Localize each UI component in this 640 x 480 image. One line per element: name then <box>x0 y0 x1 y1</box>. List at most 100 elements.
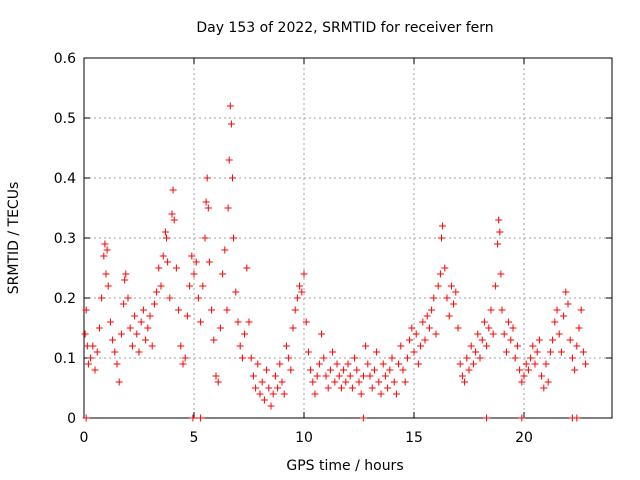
data-point <box>417 342 425 350</box>
data-point <box>443 294 451 302</box>
data-point <box>366 372 374 380</box>
data-point <box>126 324 134 332</box>
data-point <box>302 318 310 326</box>
data-point <box>144 324 152 332</box>
data-point <box>329 348 337 356</box>
data-point <box>384 384 392 392</box>
data-point <box>351 354 359 362</box>
data-point <box>289 324 297 332</box>
data-point <box>205 258 213 266</box>
data-point <box>467 342 475 350</box>
data-point <box>91 366 99 374</box>
data-point <box>474 330 482 338</box>
data-point <box>577 306 585 314</box>
data-point <box>216 324 224 332</box>
data-point <box>357 390 365 398</box>
data-point <box>487 306 495 314</box>
data-point <box>194 294 202 302</box>
data-point <box>386 366 394 374</box>
data-point <box>423 312 431 320</box>
data-point <box>562 288 570 296</box>
data-point <box>463 354 471 362</box>
data-point <box>84 360 92 368</box>
data-point <box>245 318 253 326</box>
data-point <box>159 252 167 260</box>
data-point <box>491 282 499 290</box>
data-point <box>480 318 488 326</box>
data-point <box>582 360 590 368</box>
data-point <box>320 354 328 362</box>
data-point <box>419 318 427 326</box>
data-point <box>203 174 211 182</box>
data-point <box>258 378 266 386</box>
data-point <box>120 300 128 308</box>
data-point <box>342 378 350 386</box>
data-point <box>291 306 299 314</box>
data-point <box>101 240 109 248</box>
data-point <box>285 354 293 362</box>
data-point <box>121 276 129 284</box>
data-points <box>81 102 590 410</box>
data-point <box>568 354 576 362</box>
data-point <box>553 306 561 314</box>
data-point <box>395 360 403 368</box>
data-point <box>104 282 112 290</box>
data-point <box>142 336 150 344</box>
data-point <box>502 348 510 356</box>
data-point <box>265 384 273 392</box>
data-point <box>269 390 277 398</box>
data-point <box>201 234 209 242</box>
data-point <box>163 234 170 242</box>
data-point <box>313 372 321 380</box>
x-axis-label: GPS time / hours <box>286 458 403 474</box>
data-point <box>254 360 262 368</box>
data-point <box>397 342 405 350</box>
data-point <box>131 312 139 320</box>
data-point <box>432 330 440 338</box>
data-point <box>87 354 95 362</box>
data-point <box>540 384 548 392</box>
data-point <box>496 228 504 236</box>
data-point <box>153 288 161 296</box>
data-point <box>549 336 557 344</box>
data-point <box>520 372 528 380</box>
data-point <box>93 348 101 356</box>
data-point <box>166 294 174 302</box>
data-point <box>309 378 317 386</box>
data-point <box>280 390 288 398</box>
data-point <box>434 282 442 290</box>
data-point <box>377 390 385 398</box>
chart-title: Day 153 of 2022, SRMTID for receiver fer… <box>196 20 493 36</box>
data-point <box>573 342 581 350</box>
data-point <box>458 372 466 380</box>
data-point <box>155 264 163 272</box>
data-point <box>135 348 143 356</box>
data-point <box>208 306 216 314</box>
data-point <box>186 282 194 290</box>
data-point <box>509 324 517 332</box>
data-point <box>204 204 212 212</box>
baseline-point <box>518 414 526 422</box>
x-tick-label: 10 <box>295 430 313 446</box>
baseline-point <box>573 414 581 422</box>
data-point <box>529 342 537 350</box>
data-point <box>243 264 251 272</box>
data-point <box>179 360 187 368</box>
data-point <box>190 270 198 278</box>
data-point <box>390 378 398 386</box>
data-point <box>337 384 345 392</box>
data-point <box>353 366 361 374</box>
data-point <box>238 354 246 362</box>
data-point <box>331 378 339 386</box>
data-point <box>478 336 486 344</box>
data-point <box>535 336 543 344</box>
data-point <box>414 360 422 368</box>
data-point <box>326 366 334 374</box>
data-point <box>447 282 455 290</box>
data-point <box>379 360 387 368</box>
data-point <box>401 378 409 386</box>
data-point <box>95 324 103 332</box>
data-point <box>324 384 332 392</box>
data-point <box>436 270 444 278</box>
data-point <box>456 360 464 368</box>
